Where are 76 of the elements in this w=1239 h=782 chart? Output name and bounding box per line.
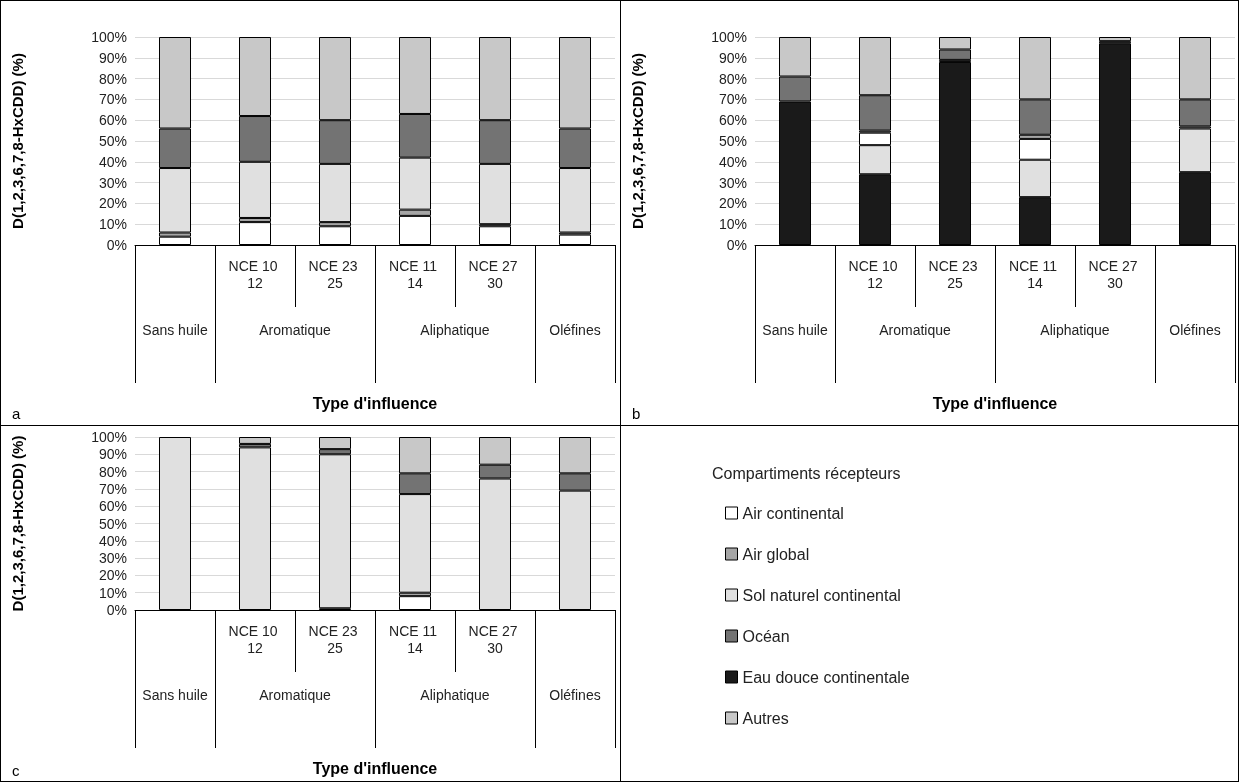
y-tick-label: 30% bbox=[98, 174, 127, 191]
y-tick-label: 50% bbox=[98, 515, 127, 532]
y-axis-title: D(1,2,3,6,7,8-HxCDD) (%) bbox=[629, 53, 646, 229]
text: a bbox=[12, 405, 21, 422]
y-tick-label: 10% bbox=[98, 216, 127, 233]
x-axis-title: Type d'influence bbox=[312, 759, 438, 777]
y-tick-label: 10% bbox=[718, 216, 747, 233]
x-tick-label: NCE 27 30 bbox=[1088, 257, 1142, 291]
text: Oléfines bbox=[549, 321, 601, 338]
y-axis-title: D(1,2,3,6,7,8-HxCDD) (%) bbox=[9, 435, 26, 612]
text: Aromatique bbox=[259, 686, 332, 703]
y-tick-label: 70% bbox=[98, 480, 127, 497]
x-tick-label: NCE 11 14 bbox=[1009, 257, 1061, 291]
x-tick-label: NCE 23 25 bbox=[308, 622, 362, 656]
legend-title: Compartiments récepteurs bbox=[712, 464, 901, 482]
y-tick-label: 60% bbox=[98, 498, 127, 515]
y-tick-label: 20% bbox=[98, 567, 127, 584]
y-tick-label: 40% bbox=[718, 153, 747, 170]
y-axis-title: D(1,2,3,6,7,8-HxCDD) (%) bbox=[9, 53, 26, 229]
x-tick-label: NCE 11 14 bbox=[389, 257, 441, 291]
y-tick-label: 30% bbox=[718, 174, 747, 191]
y-tick-label: 100% bbox=[91, 429, 127, 445]
y-tick-label: 30% bbox=[98, 550, 127, 567]
text: Aromatique bbox=[879, 321, 952, 338]
text: Sans huile bbox=[762, 321, 828, 338]
y-tick-label: 0% bbox=[106, 602, 127, 618]
y-tick-label: 80% bbox=[718, 70, 747, 87]
y-tick-label: 100% bbox=[711, 29, 747, 45]
y-tick-label: 40% bbox=[98, 153, 127, 170]
y-tick-label: 80% bbox=[98, 70, 127, 87]
x-tick-label: NCE 10 12 bbox=[228, 257, 282, 291]
x-tick-label: NCE 23 25 bbox=[928, 257, 982, 291]
y-tick-label: 10% bbox=[98, 584, 127, 601]
text: Oléfines bbox=[549, 686, 601, 703]
bar bbox=[239, 437, 271, 444]
text: Aromatique bbox=[259, 321, 332, 338]
legend-label: Sol naturel continental bbox=[742, 586, 901, 604]
y-tick-label: 90% bbox=[718, 49, 747, 66]
y-tick-label: 60% bbox=[98, 112, 127, 129]
y-tick-label: 90% bbox=[98, 446, 127, 463]
y-tick-label: 0% bbox=[106, 237, 127, 253]
y-tick-label: 50% bbox=[98, 133, 127, 149]
y-tick-label: 20% bbox=[98, 195, 127, 212]
y-tick-label: 60% bbox=[718, 112, 747, 129]
text: c bbox=[12, 762, 20, 779]
y-tick-label: 70% bbox=[98, 91, 127, 108]
legend-label: Océan bbox=[742, 627, 790, 645]
x-tick-label: NCE 27 30 bbox=[468, 257, 522, 291]
y-tick-label: 80% bbox=[98, 463, 127, 480]
y-tick-label: 70% bbox=[718, 91, 747, 108]
y-tick-label: 100% bbox=[91, 29, 127, 45]
bar bbox=[1099, 37, 1131, 42]
text: Aliphatique bbox=[1040, 321, 1110, 338]
bar bbox=[319, 437, 351, 450]
x-axis-title: Type d'influence bbox=[312, 394, 438, 412]
legend-label: Autres bbox=[742, 709, 789, 727]
x-tick-label: NCE 11 14 bbox=[389, 622, 441, 656]
x-tick-label: NCE 27 30 bbox=[468, 622, 522, 656]
x-tick-label: NCE 23 25 bbox=[308, 257, 362, 291]
text: Aliphatique bbox=[420, 686, 490, 703]
y-tick-label: 90% bbox=[98, 49, 127, 66]
legend-label: Air global bbox=[742, 545, 810, 563]
text: Sans huile bbox=[142, 321, 208, 338]
y-tick-label: 20% bbox=[718, 195, 747, 212]
text: Sans huile bbox=[142, 686, 208, 703]
x-tick-label: NCE 10 12 bbox=[848, 257, 902, 291]
y-tick-label: 50% bbox=[718, 133, 747, 149]
legend-label: Eau douce continentale bbox=[742, 668, 910, 686]
text: Oléfines bbox=[1169, 321, 1221, 338]
y-tick-label: 0% bbox=[726, 237, 747, 253]
x-tick-label: NCE 10 12 bbox=[228, 622, 282, 656]
x-axis-title: Type d'influence bbox=[932, 394, 1058, 412]
text: b bbox=[632, 405, 641, 422]
legend-label: Air continental bbox=[742, 504, 844, 522]
y-tick-label: 40% bbox=[98, 532, 127, 549]
text: Aliphatique bbox=[420, 321, 490, 338]
